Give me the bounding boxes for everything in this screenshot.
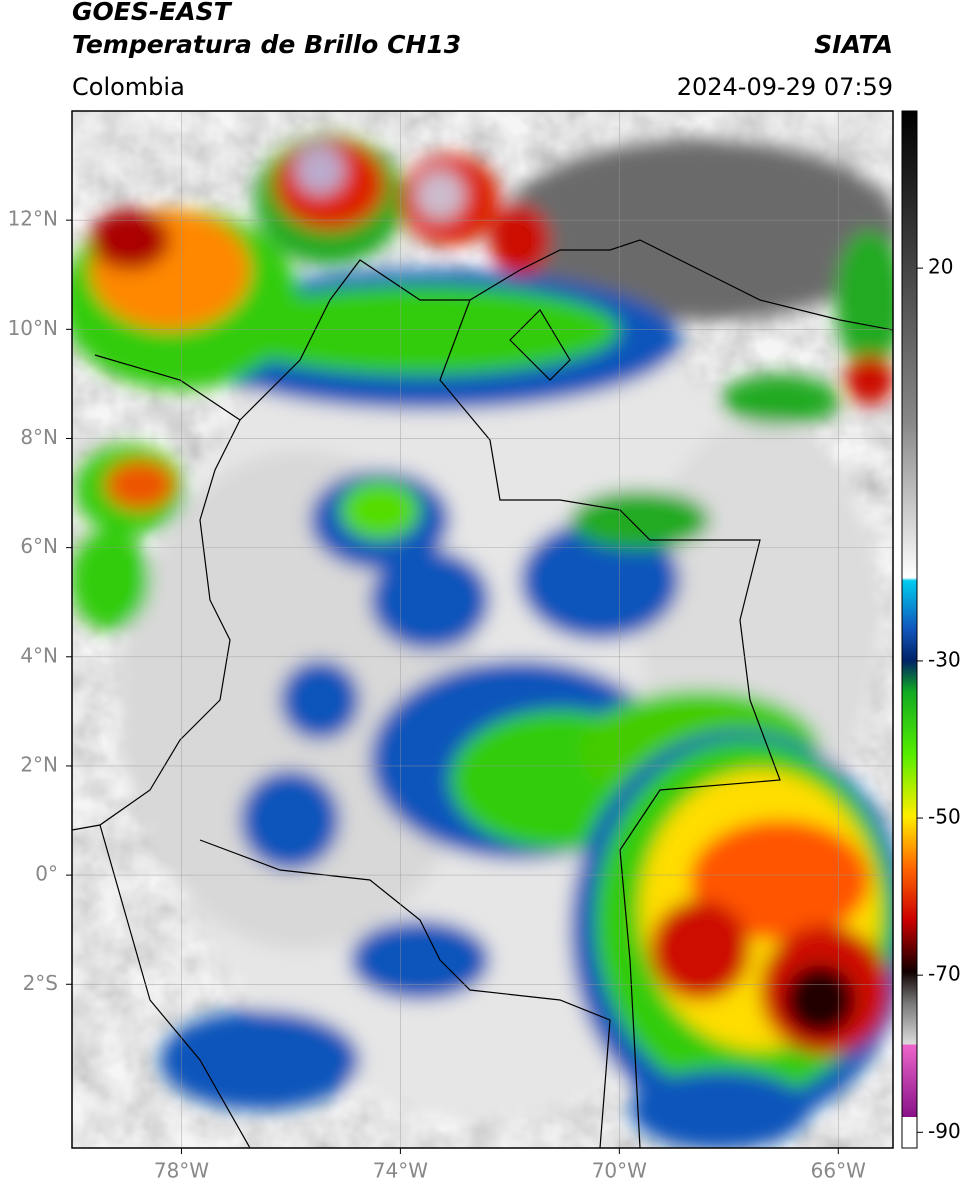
colorbar (901, 110, 918, 1149)
x-tick-label: 74°W (373, 1159, 428, 1183)
y-tick-label: 8°N (20, 425, 58, 449)
border (199, 839, 611, 1148)
cloud (105, 460, 175, 510)
cloud (370, 550, 490, 650)
colorbar-tick-label: 20 (928, 255, 953, 279)
x-tick-label: 70°W (592, 1159, 647, 1183)
colorbar-tick-label: -50 (928, 805, 961, 829)
coastline (239, 239, 893, 421)
cloud (295, 145, 345, 195)
y-tick-label: 6°N (20, 534, 58, 558)
cloud (280, 660, 360, 740)
cloud (490, 205, 550, 275)
cloud (835, 230, 893, 370)
region: Colombia (72, 73, 185, 101)
cloud (90, 210, 170, 270)
cloud-tops (72, 135, 893, 1148)
cloud (220, 285, 620, 375)
y-tick-label: 2°S (23, 971, 58, 995)
cloud (350, 920, 490, 1000)
map-frame (71, 110, 894, 1149)
y-tick-label: 4°N (20, 643, 58, 667)
cloud (415, 170, 465, 220)
cloud (845, 355, 893, 405)
cloud (340, 480, 420, 540)
subtitle: Temperatura de Brillo CH13 (72, 30, 461, 59)
x-tick-label: 78°W (154, 1159, 209, 1183)
cloud (160, 1010, 360, 1110)
cloud (690, 820, 870, 940)
grid (72, 111, 893, 1148)
lake (509, 309, 571, 381)
y-tick-label: 0° (35, 862, 58, 886)
colorbar-tick-label: -30 (928, 647, 961, 671)
cloud (72, 530, 150, 630)
x-tick-label: 66°W (811, 1159, 866, 1183)
y-tick-label: 2°N (20, 752, 58, 776)
cloud (630, 1070, 810, 1148)
map-image (72, 111, 893, 1148)
source: SIATA (814, 30, 893, 59)
y-tick-label: 12°N (8, 207, 58, 231)
colorbar-tick-label: -70 (928, 962, 961, 986)
cloud (570, 490, 710, 550)
coastline (72, 354, 241, 831)
cloud (720, 375, 840, 425)
colorbar-tick-label: -90 (928, 1119, 961, 1143)
border (439, 299, 781, 1148)
y-tick-label: 10°N (8, 316, 58, 340)
title: GOES-EAST (72, 0, 233, 26)
cloud (785, 965, 855, 1035)
cloud (500, 140, 893, 320)
border (99, 824, 251, 1148)
borders (72, 239, 893, 1148)
timestamp: 2024-09-29 07:59 (677, 73, 893, 101)
cloud (650, 900, 750, 1000)
cloud (240, 770, 340, 870)
